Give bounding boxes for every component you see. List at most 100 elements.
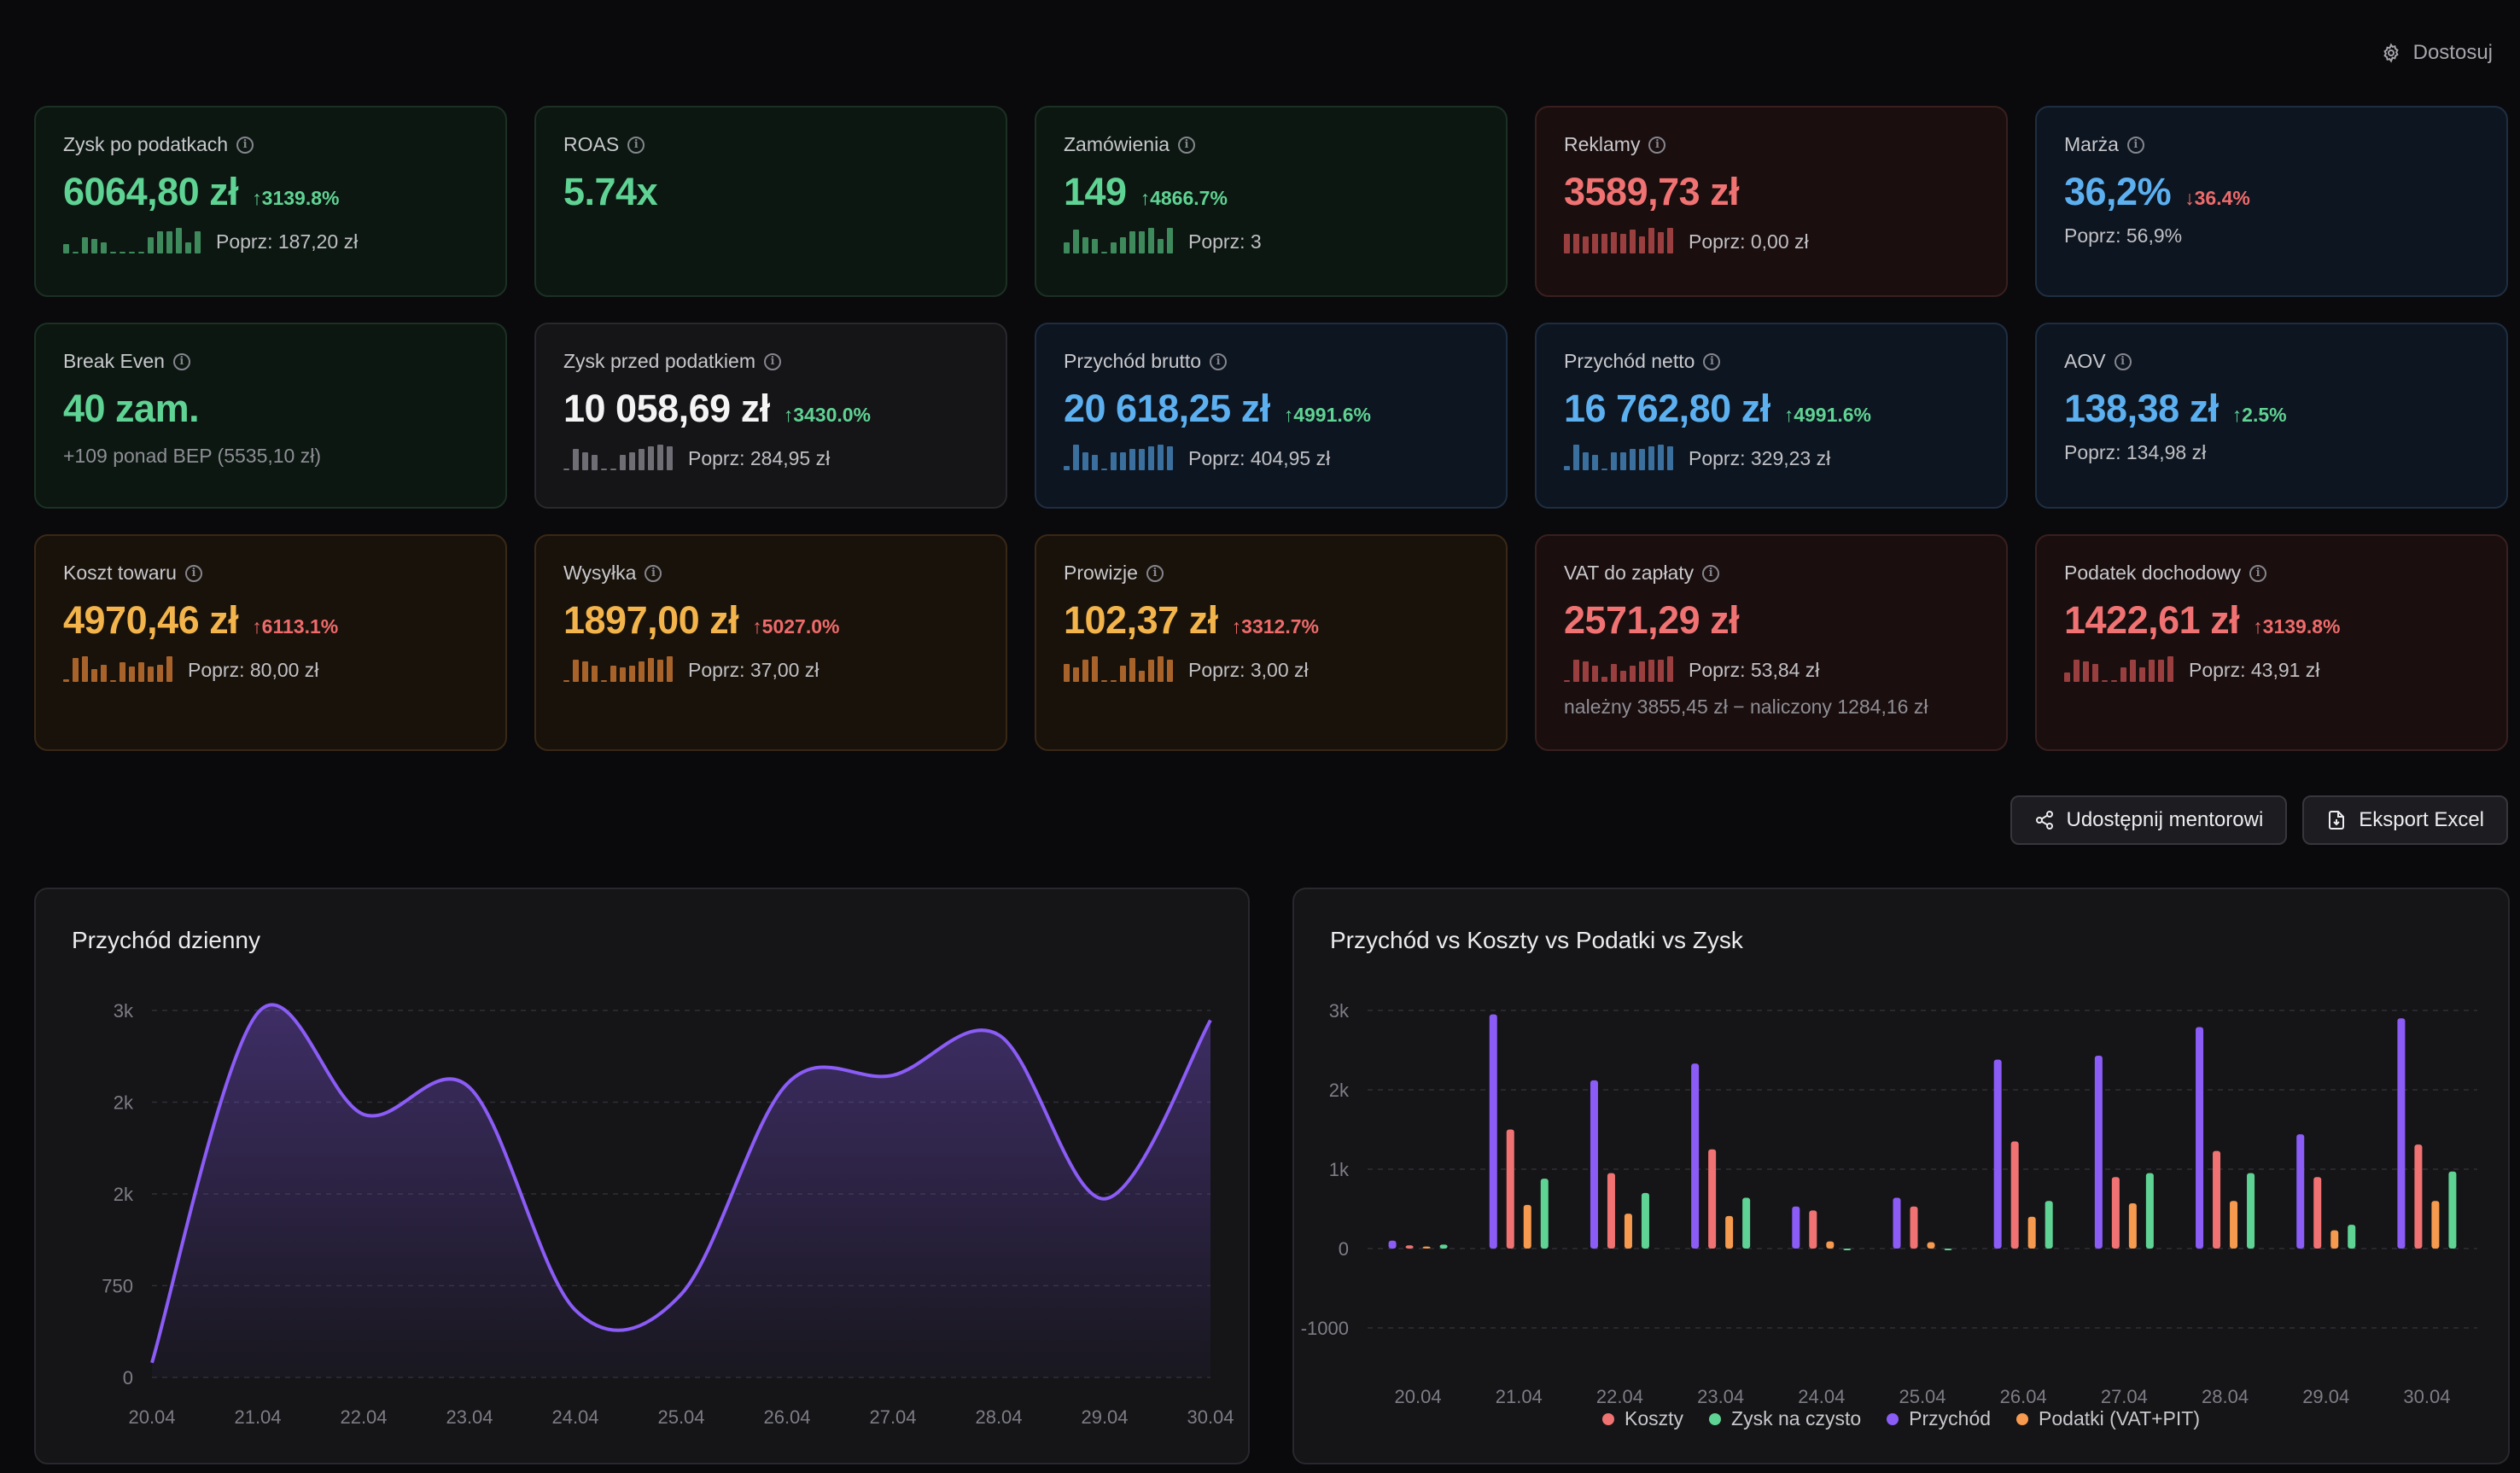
kpi-label-text: VAT do zapłaty — [1564, 562, 1695, 584]
bar-zysk-na-czysto[interactable] — [2045, 1201, 2053, 1249]
kpi-value: 1422,61 zł — [2064, 598, 2240, 642]
kpi-card-zamowienia: Zamówienia i 149 ↑4866.7% Poprz: 3 — [1035, 106, 1508, 297]
bar-podatki-vat-pit[interactable] — [2330, 1230, 2339, 1249]
bar-przychod[interactable] — [1893, 1197, 1901, 1249]
kpi-label-text: Wysyłka — [563, 562, 637, 584]
kpi-label-text: Break Even — [63, 350, 165, 372]
file-download-icon — [2329, 811, 2345, 830]
info-icon[interactable]: i — [627, 136, 645, 154]
kpi-previous: Poprz: 53,84 zł — [1689, 659, 1820, 681]
bar-przychod[interactable] — [1590, 1080, 1598, 1249]
bar-przychod[interactable] — [2296, 1134, 2305, 1249]
info-icon[interactable]: i — [2249, 564, 2267, 582]
sparkline-bar — [1139, 231, 1145, 253]
info-icon[interactable]: i — [172, 352, 190, 370]
bar-podatki-vat-pit[interactable] — [1725, 1215, 1734, 1249]
legend-item-przychod[interactable]: Przychód — [1887, 1407, 1991, 1430]
bar-podatki-vat-pit[interactable] — [2128, 1202, 2137, 1249]
kpi-sparkline — [1564, 441, 1673, 470]
sparkline-bar — [1073, 445, 1079, 470]
info-icon[interactable]: i — [1702, 564, 1720, 582]
legend-item-koszty[interactable]: Koszty — [1602, 1407, 1683, 1430]
x-tick-label: 23.04 — [1697, 1386, 1744, 1407]
sparkline-bar — [166, 231, 172, 253]
sparkline-bar — [667, 446, 673, 470]
bar-koszty[interactable] — [2111, 1177, 2120, 1249]
bar-przychod[interactable] — [1792, 1206, 1800, 1249]
bar-przychod[interactable] — [1388, 1240, 1397, 1249]
kpi-label-text: Koszt towaru — [63, 562, 177, 584]
bar-zysk-na-czysto[interactable] — [1742, 1197, 1751, 1249]
info-icon[interactable]: i — [2114, 352, 2132, 370]
bar-przychod[interactable] — [1489, 1014, 1497, 1249]
sparkline-bar — [1601, 469, 1607, 470]
bar-koszty[interactable] — [1405, 1245, 1414, 1249]
bar-przychod[interactable] — [1691, 1063, 1700, 1249]
info-icon[interactable]: i — [763, 352, 781, 370]
info-icon[interactable]: i — [1210, 352, 1228, 370]
info-icon[interactable]: i — [1703, 352, 1721, 370]
bar-podatki-vat-pit[interactable] — [1523, 1204, 1531, 1249]
bar-koszty[interactable] — [1607, 1173, 1615, 1249]
bar-koszty[interactable] — [1809, 1210, 1817, 1249]
bar-zysk-na-czysto[interactable] — [2348, 1225, 2356, 1249]
info-icon[interactable]: i — [2126, 136, 2144, 154]
bar-zysk-na-czysto[interactable] — [2247, 1173, 2255, 1249]
bar-podatki-vat-pit[interactable] — [1927, 1242, 1935, 1249]
kpi-card-koszt-towaru: Koszt towaru i 4970,46 zł ↑6113.1% Poprz: 80… — [34, 534, 507, 751]
bar-zysk-na-czysto[interactable] — [1843, 1249, 1852, 1250]
sparkline-bar — [610, 666, 616, 682]
bar-zysk-na-czysto[interactable] — [1540, 1179, 1549, 1249]
sparkline-bar — [648, 658, 654, 682]
sparkline-bar — [82, 656, 88, 682]
bar-koszty[interactable] — [2313, 1177, 2322, 1249]
kpi-label-text: Przychód netto — [1564, 350, 1695, 372]
info-icon[interactable]: i — [645, 564, 662, 582]
bar-podatki-vat-pit[interactable] — [2230, 1201, 2238, 1249]
kpi-previous: Poprz: 3,00 zł — [1188, 659, 1309, 681]
y-tick-label: 1k — [1329, 1159, 1350, 1180]
bar-zysk-na-czysto[interactable] — [2145, 1173, 2154, 1249]
bar-przychod[interactable] — [1993, 1059, 2002, 1249]
bar-przychod[interactable] — [2397, 1018, 2406, 1249]
bar-podatki-vat-pit[interactable] — [2431, 1201, 2440, 1249]
bar-zysk-na-czysto[interactable] — [2448, 1171, 2457, 1249]
customize-button[interactable]: Dostosuj — [2381, 41, 2493, 65]
info-icon[interactable]: i — [1648, 136, 1666, 154]
info-icon[interactable]: i — [1178, 136, 1195, 154]
share-mentor-button[interactable]: Udostępnij mentorowi — [2010, 795, 2288, 845]
kpi-sparkline — [563, 653, 673, 682]
info-icon[interactable]: i — [1146, 564, 1164, 582]
legend-dot — [2016, 1412, 2029, 1425]
bar-podatki-vat-pit[interactable] — [2027, 1216, 2036, 1249]
bar-podatki-vat-pit[interactable] — [1826, 1241, 1835, 1249]
bar-koszty[interactable] — [2010, 1141, 2019, 1249]
x-tick-label: 25.04 — [657, 1406, 704, 1428]
bar-podatki-vat-pit[interactable] — [1422, 1246, 1431, 1249]
sparkline-bar — [1129, 449, 1135, 470]
legend-item-zysk-na-czysto[interactable]: Zysk na czysto — [1709, 1407, 1861, 1430]
bar-koszty[interactable] — [1708, 1149, 1717, 1249]
bar-zysk-na-czysto[interactable] — [1641, 1192, 1649, 1249]
export-excel-label: Eksport Excel — [2359, 808, 2484, 831]
bar-zysk-na-czysto[interactable] — [1944, 1249, 1952, 1250]
info-icon[interactable]: i — [236, 136, 254, 154]
bar-przychod[interactable] — [2094, 1056, 2103, 1249]
bar-koszty[interactable] — [1506, 1129, 1514, 1249]
bar-zysk-na-czysto[interactable] — [1439, 1244, 1448, 1249]
sparkline-bar — [1583, 661, 1589, 682]
sparkline-bar — [2111, 680, 2117, 682]
legend-item-podatki-vat-pit[interactable]: Podatki (VAT+PIT) — [2016, 1407, 2200, 1430]
bar-koszty[interactable] — [2414, 1144, 2423, 1249]
sparkline-bar — [1630, 449, 1636, 470]
info-icon[interactable]: i — [184, 564, 202, 582]
bar-przychod[interactable] — [2196, 1027, 2204, 1249]
export-excel-button[interactable]: Eksport Excel — [2302, 795, 2508, 845]
kpi-previous: Poprz: 329,23 zł — [1689, 447, 1831, 469]
bar-koszty[interactable] — [1910, 1206, 1918, 1249]
bar-podatki-vat-pit[interactable] — [1624, 1214, 1632, 1249]
bar-koszty[interactable] — [2213, 1150, 2221, 1249]
kpi-value: 16 762,80 zł — [1564, 387, 1770, 430]
kpi-delta: ↑3139.8% — [252, 187, 340, 209]
kpi-value: 40 zam. — [63, 387, 200, 430]
